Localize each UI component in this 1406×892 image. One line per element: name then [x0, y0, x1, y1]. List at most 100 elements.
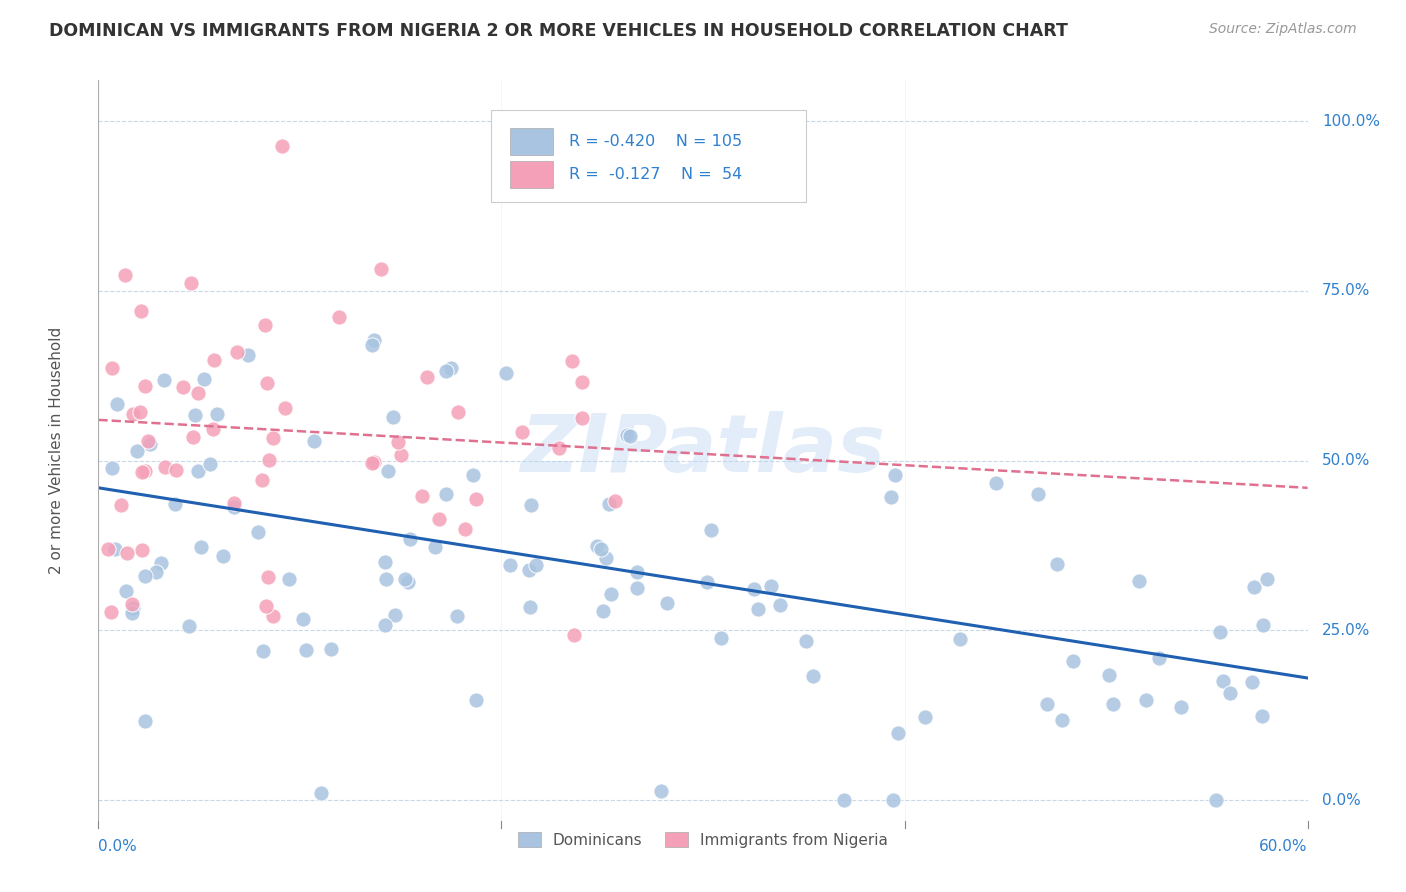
Point [295, 643, 318, 657]
Point [465, 492, 488, 507]
Point [589, 541, 612, 556]
Point [1098, 668, 1121, 682]
Point [122, 407, 145, 421]
Point [374, 555, 396, 569]
Point [710, 631, 733, 645]
Point [1170, 700, 1192, 714]
Point [446, 609, 468, 624]
Point [616, 427, 638, 442]
Point [626, 565, 648, 579]
Point [128, 404, 150, 418]
Point [246, 524, 269, 539]
Point [181, 430, 204, 444]
Point [114, 268, 136, 283]
Point [139, 437, 162, 451]
Point [100, 606, 122, 620]
Point [252, 644, 274, 658]
Point [190, 540, 212, 554]
Point [517, 563, 540, 577]
Point [309, 786, 332, 800]
Point [454, 522, 477, 536]
Point [153, 373, 176, 387]
Point [394, 572, 416, 586]
Point [747, 601, 769, 615]
Text: 60.0%: 60.0% [1260, 839, 1308, 855]
Point [129, 303, 152, 318]
Point [561, 353, 583, 368]
Point [510, 425, 533, 440]
Point [520, 498, 543, 512]
Point [794, 634, 817, 648]
Point [769, 598, 792, 612]
Point [212, 549, 235, 563]
Point [498, 558, 520, 572]
Point [117, 546, 139, 560]
Point [519, 599, 541, 614]
Point [416, 369, 439, 384]
Point [384, 608, 406, 623]
Point [571, 375, 593, 389]
Point [115, 584, 138, 599]
Point [434, 364, 457, 378]
Point [880, 490, 903, 504]
Point [1050, 714, 1073, 728]
Point [887, 726, 910, 740]
Text: 0.0%: 0.0% [98, 839, 138, 855]
Point [495, 366, 517, 380]
Point [105, 397, 128, 411]
Text: 100.0%: 100.0% [1322, 113, 1381, 128]
Text: DOMINICAN VS IMMIGRANTS FROM NIGERIA 2 OR MORE VEHICLES IN HOUSEHOLD CORRELATION: DOMINICAN VS IMMIGRANTS FROM NIGERIA 2 O… [49, 22, 1069, 40]
Point [187, 464, 209, 478]
Point [447, 405, 470, 419]
Point [363, 333, 385, 347]
Point [650, 784, 672, 798]
Point [585, 539, 607, 553]
Point [425, 540, 447, 554]
Point [155, 459, 177, 474]
Point [399, 532, 422, 546]
Point [134, 379, 156, 393]
Point [387, 434, 409, 449]
Point [360, 338, 382, 352]
Point [801, 669, 824, 683]
Point [571, 410, 593, 425]
Point [884, 467, 907, 482]
Point [832, 793, 855, 807]
Point [465, 693, 488, 707]
Text: R = -0.420    N = 105: R = -0.420 N = 105 [569, 134, 742, 149]
Point [377, 464, 399, 478]
Point [150, 556, 173, 570]
Point [205, 407, 228, 421]
Point [463, 468, 485, 483]
Point [254, 599, 277, 613]
Point [163, 497, 186, 511]
Point [1046, 558, 1069, 572]
Point [198, 457, 221, 471]
Point [262, 609, 284, 624]
Point [1219, 686, 1241, 700]
Point [253, 318, 276, 332]
Point [761, 579, 783, 593]
Point [302, 434, 325, 449]
Point [193, 372, 215, 386]
Point [547, 441, 569, 455]
Point [363, 455, 385, 469]
Point [914, 709, 936, 723]
Point [1026, 487, 1049, 501]
Point [374, 617, 396, 632]
Point [101, 461, 124, 475]
Point [429, 512, 451, 526]
Point [742, 582, 765, 596]
Text: 50.0%: 50.0% [1322, 453, 1371, 468]
Point [370, 262, 392, 277]
Point [250, 473, 273, 487]
Point [121, 606, 143, 620]
Point [145, 565, 167, 579]
Point [136, 434, 159, 449]
Point [562, 628, 585, 642]
Point [180, 277, 202, 291]
Point [396, 575, 419, 590]
Point [381, 410, 404, 425]
Point [1147, 651, 1170, 665]
Point [361, 456, 384, 470]
